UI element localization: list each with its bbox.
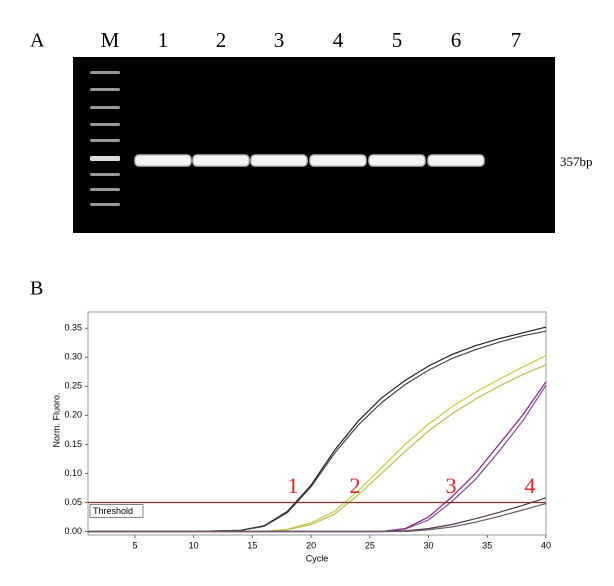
ladder-band xyxy=(90,156,120,161)
annotation: 1 xyxy=(288,473,299,498)
panel-label: A xyxy=(30,30,45,52)
x-tick-label: 30 xyxy=(424,540,434,550)
y-axis-label: Norm. Fluoro. xyxy=(51,392,61,447)
annotation: 2 xyxy=(350,473,361,498)
sample-band xyxy=(309,154,367,167)
x-axis-label: Cycle xyxy=(306,553,329,563)
x-tick-label: 25 xyxy=(365,540,375,550)
y-tick-label: 0.00 xyxy=(64,526,82,536)
annotation: 3 xyxy=(446,473,457,498)
sample-band xyxy=(250,154,308,167)
x-tick-label: 10 xyxy=(189,540,199,550)
threshold-label-box xyxy=(89,504,144,518)
y-tick-label: 0.15 xyxy=(64,439,82,449)
amplification-curve xyxy=(88,330,547,533)
lane-label: 5 xyxy=(392,28,403,52)
lane-label: 2 xyxy=(216,28,227,52)
y-tick-label: 0.25 xyxy=(64,381,82,391)
gel xyxy=(73,57,555,233)
ladder-band xyxy=(90,173,120,176)
plot-area xyxy=(87,311,547,536)
y-tick-label: 0.05 xyxy=(64,497,82,507)
ladder-band xyxy=(90,139,120,142)
x-tick-label: 5 xyxy=(132,540,137,550)
lane-label: 1 xyxy=(158,28,169,52)
panel-label: B xyxy=(30,278,43,300)
gel-bands xyxy=(90,71,485,206)
ladder-band xyxy=(90,88,120,91)
y-tick-label: 0.35 xyxy=(64,323,82,333)
y-tick-label: 0.20 xyxy=(64,410,82,420)
lane-label: 3 xyxy=(274,28,285,52)
y-tick-label: 0.30 xyxy=(64,352,82,362)
ladder-band xyxy=(90,188,120,191)
sample-band xyxy=(427,154,485,167)
band-size-label: 357bp xyxy=(560,154,593,169)
ladder-band xyxy=(90,123,120,126)
x-tick-label: 35 xyxy=(482,540,492,550)
lane-label: 4 xyxy=(333,28,344,52)
y-tick-label: 0.10 xyxy=(64,468,82,478)
ladder-band xyxy=(90,203,120,206)
ladder-band xyxy=(90,106,120,109)
x-tick-label: 15 xyxy=(247,540,257,550)
sample-band xyxy=(134,154,192,167)
sample-band xyxy=(192,154,250,167)
ladder-band xyxy=(90,71,120,74)
lane-label: 6 xyxy=(451,28,462,52)
amplification-curve xyxy=(88,503,547,533)
annotation: 4 xyxy=(525,473,536,498)
lane-label: M xyxy=(101,28,120,52)
threshold-label: Threshold xyxy=(93,506,133,516)
x-tick-label: 20 xyxy=(306,540,316,550)
sample-band xyxy=(368,154,426,167)
lane-label: 7 xyxy=(511,28,522,52)
x-tick-label: 40 xyxy=(541,540,551,550)
